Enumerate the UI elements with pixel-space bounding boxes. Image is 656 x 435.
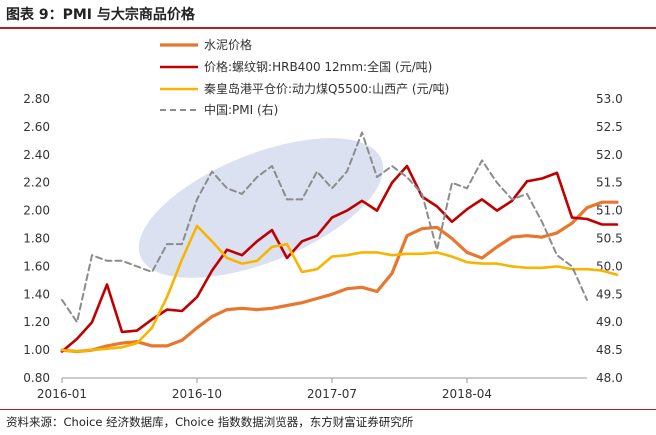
y-right-tick-label: 50.5 xyxy=(596,232,623,246)
legend-item-cement-label: 水泥价格 xyxy=(204,37,252,52)
y-right-tick-label: 49.0 xyxy=(596,315,623,329)
chart-title: 图表 9：PMI 与大宗商品价格 xyxy=(6,7,195,23)
series-pmi-line xyxy=(61,131,588,324)
y-left-tick-label: 1.60 xyxy=(23,259,50,273)
y-left-tick-label: 2.60 xyxy=(23,120,50,134)
y-left-tick-label: 1.20 xyxy=(23,315,50,329)
axes: 0.80 1.00 1.20 1.40 1.60 1.80 2.00 2.20 2.40 2.60… xyxy=(23,92,622,401)
y-left-tick-label: 2.80 xyxy=(23,92,50,106)
legend-item-rebar-label: 价格:螺纹钢:HRB400 12mm:全国 (元/吨) xyxy=(204,59,432,74)
series-rebar-line xyxy=(60,164,619,353)
x-tick-label: 2017-07 xyxy=(307,387,357,401)
series-coal-line xyxy=(60,224,619,353)
legend-item-coal-label: 秦皇岛港平仓价:动力煤Q5500:山西产 (元/吨) xyxy=(204,81,449,96)
x-tick-label: 2018-04 xyxy=(442,387,492,401)
title-divider xyxy=(0,27,656,29)
series-cement-line xyxy=(60,200,619,354)
series-lines xyxy=(60,131,619,354)
y-left-tick-label: 1.80 xyxy=(23,232,50,246)
highlight-ellipse xyxy=(138,138,384,278)
y-left-tick-label: 2.40 xyxy=(23,148,50,162)
y-right-tick-label: 53.0 xyxy=(596,92,623,106)
y-right-tick-label: 51.5 xyxy=(596,176,623,190)
y-right-tick-label: 49.5 xyxy=(596,287,623,301)
y-right-tick-label: 51.0 xyxy=(596,204,623,218)
y-left-tick-label: 2.00 xyxy=(23,204,50,218)
x-tick-label: 2016-10 xyxy=(172,387,222,401)
y-left-tick-label: 1.40 xyxy=(23,287,50,301)
y-right-tick-label: 48.0 xyxy=(596,371,623,385)
y-right-tick-label: 52.5 xyxy=(596,120,623,134)
x-tick-label: 2016-01 xyxy=(37,387,87,401)
legend-item-pmi-label: 中国:PMI (右) xyxy=(204,102,278,117)
y-right-tick-label: 48.5 xyxy=(596,343,623,357)
y-right-tick-label: 52.0 xyxy=(596,148,623,162)
pmi-commodity-chart: 0.80 1.00 1.20 1.40 1.60 1.80 2.00 2.20 2.40 2.60… xyxy=(23,37,622,401)
y-left-tick-label: 0.80 xyxy=(23,371,50,385)
y-left-tick-label: 1.00 xyxy=(23,343,50,357)
y-left-tick-label: 2.20 xyxy=(23,176,50,190)
source-divider xyxy=(0,409,656,410)
highlight-ellipse-layer xyxy=(138,138,384,278)
source-note: 资料来源：Choice 经济数据库，Choice 指数数据浏览器，东方财富证券研… xyxy=(6,415,414,429)
